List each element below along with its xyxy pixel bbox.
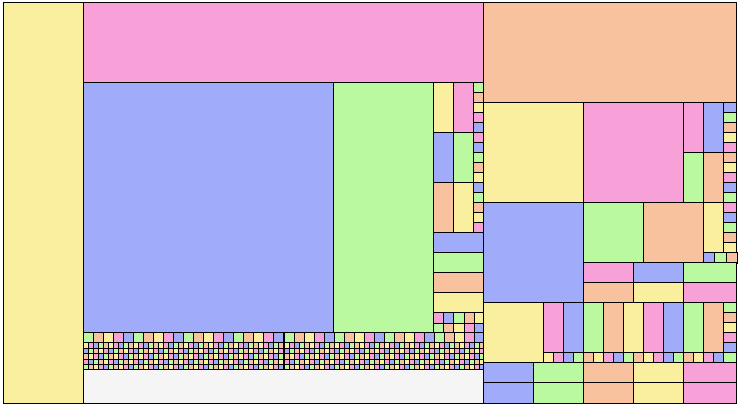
treemap-cell-r25-1-top <box>533 362 584 383</box>
treemap-cell-m7 <box>433 182 454 233</box>
treemap-cell-r22-8 <box>703 302 724 353</box>
treemap-cell-top-orange <box>483 2 737 103</box>
treemap-cell-r20 <box>683 282 737 303</box>
treemap-cell-m1 <box>433 82 454 133</box>
treemap-cell-m4 <box>433 132 454 183</box>
treemap-cell-r15 <box>583 262 634 283</box>
treemap-cell-r12 <box>703 202 724 253</box>
treemap-cell-empty <box>83 369 484 404</box>
treemap-cell-m10 <box>433 232 484 253</box>
treemap-cell-r22-6 <box>663 302 684 353</box>
treemap-cell-green <box>333 82 434 333</box>
treemap-cell-r25-3-bottom <box>633 382 684 404</box>
treemap-cell-r22-1 <box>563 302 584 353</box>
treemap-cell-r19 <box>633 282 684 303</box>
treemap-cell-r6 <box>683 152 704 203</box>
treemap-cell-m13 <box>433 292 484 313</box>
treemap-cell-r17 <box>683 262 737 283</box>
treemap-cell-r10 <box>583 202 644 263</box>
treemap-cell-r11 <box>643 202 704 263</box>
treemap-cell-large-blue <box>83 82 334 333</box>
treemap-cell-r25-2-top <box>583 362 634 383</box>
treemap-cell-m2 <box>453 82 474 133</box>
treemap-cell-r25-1-bottom <box>533 382 584 404</box>
treemap-cell-r22-3 <box>603 302 624 353</box>
treemap-cell-r21 <box>483 302 544 363</box>
treemap-cell-r22-4 <box>623 302 644 353</box>
treemap-cell-m8 <box>453 182 474 233</box>
treemap-cell-top-pink <box>83 2 484 83</box>
treemap-cell-m12 <box>433 272 484 293</box>
treemap-cell-r25-0-bottom <box>483 382 534 404</box>
treemap-cell-r3 <box>683 102 704 153</box>
treemap-cell-r7 <box>703 152 724 203</box>
treemap-cell-r1 <box>483 102 584 203</box>
treemap-cell-r25-0-top <box>483 362 534 383</box>
treemap-cell-r25-4-bottom <box>683 382 737 404</box>
treemap-cell-r2 <box>583 102 684 203</box>
treemap-cell-r16 <box>633 262 684 283</box>
treemap-cell-m5 <box>453 132 474 183</box>
treemap-cell-r9 <box>483 202 584 303</box>
treemap-cell-r18 <box>583 282 634 303</box>
treemap-cell-r22-5 <box>643 302 664 353</box>
treemap-cell-r22-2 <box>583 302 604 353</box>
treemap-cell-r25-2-bottom <box>583 382 634 404</box>
treemap-cell-r22-0 <box>543 302 564 353</box>
treemap-cell-left-yellow <box>3 2 84 404</box>
treemap-cell-r22-7 <box>683 302 704 353</box>
treemap-cell-r25-3-top <box>633 362 684 383</box>
treemap-cell-m11 <box>433 252 484 273</box>
treemap-cell-r25-4-top <box>683 362 737 383</box>
treemap-cell-r4 <box>703 102 724 153</box>
